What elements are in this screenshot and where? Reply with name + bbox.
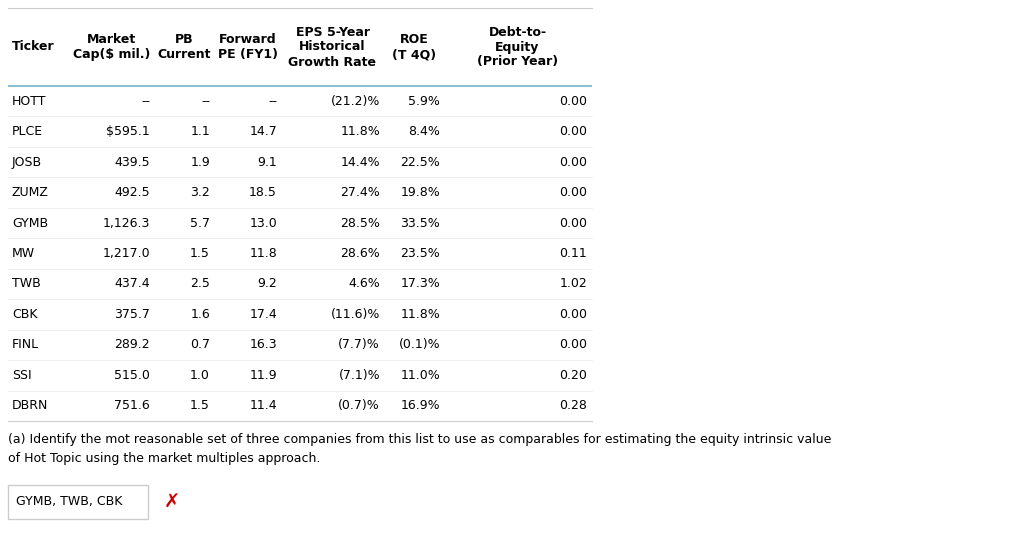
Text: 11.9: 11.9 xyxy=(250,369,278,382)
Text: 4.6%: 4.6% xyxy=(348,278,380,290)
Text: 1,126.3: 1,126.3 xyxy=(102,217,150,230)
Text: 0.20: 0.20 xyxy=(559,369,587,382)
Text: ZUMZ: ZUMZ xyxy=(12,186,49,199)
Text: 11.4: 11.4 xyxy=(250,399,278,412)
Text: (21.2)%: (21.2)% xyxy=(331,95,380,108)
Text: 11.8%: 11.8% xyxy=(400,308,440,321)
Text: --: -- xyxy=(201,95,210,108)
Text: GYMB: GYMB xyxy=(12,217,48,230)
Text: 23.5%: 23.5% xyxy=(400,247,440,260)
Text: 0.28: 0.28 xyxy=(559,399,587,412)
Text: 751.6: 751.6 xyxy=(115,399,150,412)
Text: TWB: TWB xyxy=(12,278,41,290)
Text: 0.7: 0.7 xyxy=(190,338,210,352)
Text: 375.7: 375.7 xyxy=(114,308,150,321)
Text: Ticker: Ticker xyxy=(12,41,54,53)
Text: HOTT: HOTT xyxy=(12,95,46,108)
Text: 28.5%: 28.5% xyxy=(340,217,380,230)
Text: EPS 5-Year
Historical
Growth Rate: EPS 5-Year Historical Growth Rate xyxy=(289,25,377,68)
Text: 28.6%: 28.6% xyxy=(340,247,380,260)
Text: 289.2: 289.2 xyxy=(115,338,150,352)
Text: 8.4%: 8.4% xyxy=(409,125,440,138)
Text: 492.5: 492.5 xyxy=(115,186,150,199)
Text: 0.00: 0.00 xyxy=(559,155,587,169)
Text: 17.3%: 17.3% xyxy=(400,278,440,290)
Text: FINL: FINL xyxy=(12,338,39,352)
Text: 0.00: 0.00 xyxy=(559,217,587,230)
Text: 9.1: 9.1 xyxy=(257,155,278,169)
Text: 0.11: 0.11 xyxy=(559,247,587,260)
Text: 2.5: 2.5 xyxy=(190,278,210,290)
Text: 1.5: 1.5 xyxy=(190,247,210,260)
Text: SSI: SSI xyxy=(12,369,32,382)
Text: PLCE: PLCE xyxy=(12,125,43,138)
Text: 1.9: 1.9 xyxy=(190,155,210,169)
Text: 17.4: 17.4 xyxy=(249,308,278,321)
Text: 0.00: 0.00 xyxy=(559,125,587,138)
Text: DBRN: DBRN xyxy=(12,399,48,412)
Text: 11.8%: 11.8% xyxy=(340,125,380,138)
Text: 439.5: 439.5 xyxy=(115,155,150,169)
Text: 11.0%: 11.0% xyxy=(400,369,440,382)
Text: ROE
(T 4Q): ROE (T 4Q) xyxy=(392,33,436,61)
Text: (11.6)%: (11.6)% xyxy=(331,308,380,321)
Text: Forward
PE (FY1): Forward PE (FY1) xyxy=(217,33,278,61)
Text: 0.00: 0.00 xyxy=(559,338,587,352)
Text: 27.4%: 27.4% xyxy=(340,186,380,199)
Text: PB
Current: PB Current xyxy=(158,33,211,61)
Text: 18.5: 18.5 xyxy=(249,186,278,199)
Text: 1.5: 1.5 xyxy=(190,399,210,412)
Text: Market
Cap($ mil.): Market Cap($ mil.) xyxy=(73,33,151,61)
Text: 1.02: 1.02 xyxy=(559,278,587,290)
Text: 11.8: 11.8 xyxy=(249,247,278,260)
Text: (7.7)%: (7.7)% xyxy=(338,338,380,352)
Text: (0.7)%: (0.7)% xyxy=(338,399,380,412)
Text: 0.00: 0.00 xyxy=(559,186,587,199)
Text: 5.9%: 5.9% xyxy=(409,95,440,108)
Bar xyxy=(8,485,148,519)
Text: 1.1: 1.1 xyxy=(190,125,210,138)
Text: 22.5%: 22.5% xyxy=(400,155,440,169)
Text: (0.1)%: (0.1)% xyxy=(398,338,440,352)
Text: 14.7: 14.7 xyxy=(249,125,278,138)
Text: --: -- xyxy=(141,95,150,108)
Text: (a) Identify the mot reasonable set of three companies from this list to use as : (a) Identify the mot reasonable set of t… xyxy=(8,433,831,465)
Text: GYMB, TWB, CBK: GYMB, TWB, CBK xyxy=(16,495,123,509)
Text: 1,217.0: 1,217.0 xyxy=(102,247,150,260)
Text: Debt-to-
Equity
(Prior Year): Debt-to- Equity (Prior Year) xyxy=(477,25,558,68)
Text: --: -- xyxy=(268,95,278,108)
Text: (7.1)%: (7.1)% xyxy=(338,369,380,382)
Text: 515.0: 515.0 xyxy=(114,369,150,382)
Text: 0.00: 0.00 xyxy=(559,95,587,108)
Text: ✗: ✗ xyxy=(164,493,180,511)
Text: 9.2: 9.2 xyxy=(257,278,278,290)
Text: 14.4%: 14.4% xyxy=(340,155,380,169)
Text: 13.0: 13.0 xyxy=(249,217,278,230)
Text: 1.0: 1.0 xyxy=(190,369,210,382)
Text: 5.7: 5.7 xyxy=(190,217,210,230)
Text: 19.8%: 19.8% xyxy=(400,186,440,199)
Text: MW: MW xyxy=(12,247,35,260)
Text: 16.3: 16.3 xyxy=(250,338,278,352)
Text: 16.9%: 16.9% xyxy=(400,399,440,412)
Text: 1.6: 1.6 xyxy=(190,308,210,321)
Text: 437.4: 437.4 xyxy=(115,278,150,290)
Text: 33.5%: 33.5% xyxy=(400,217,440,230)
Text: $595.1: $595.1 xyxy=(106,125,150,138)
Text: CBK: CBK xyxy=(12,308,38,321)
Text: 0.00: 0.00 xyxy=(559,308,587,321)
Text: 3.2: 3.2 xyxy=(190,186,210,199)
Text: JOSB: JOSB xyxy=(12,155,42,169)
